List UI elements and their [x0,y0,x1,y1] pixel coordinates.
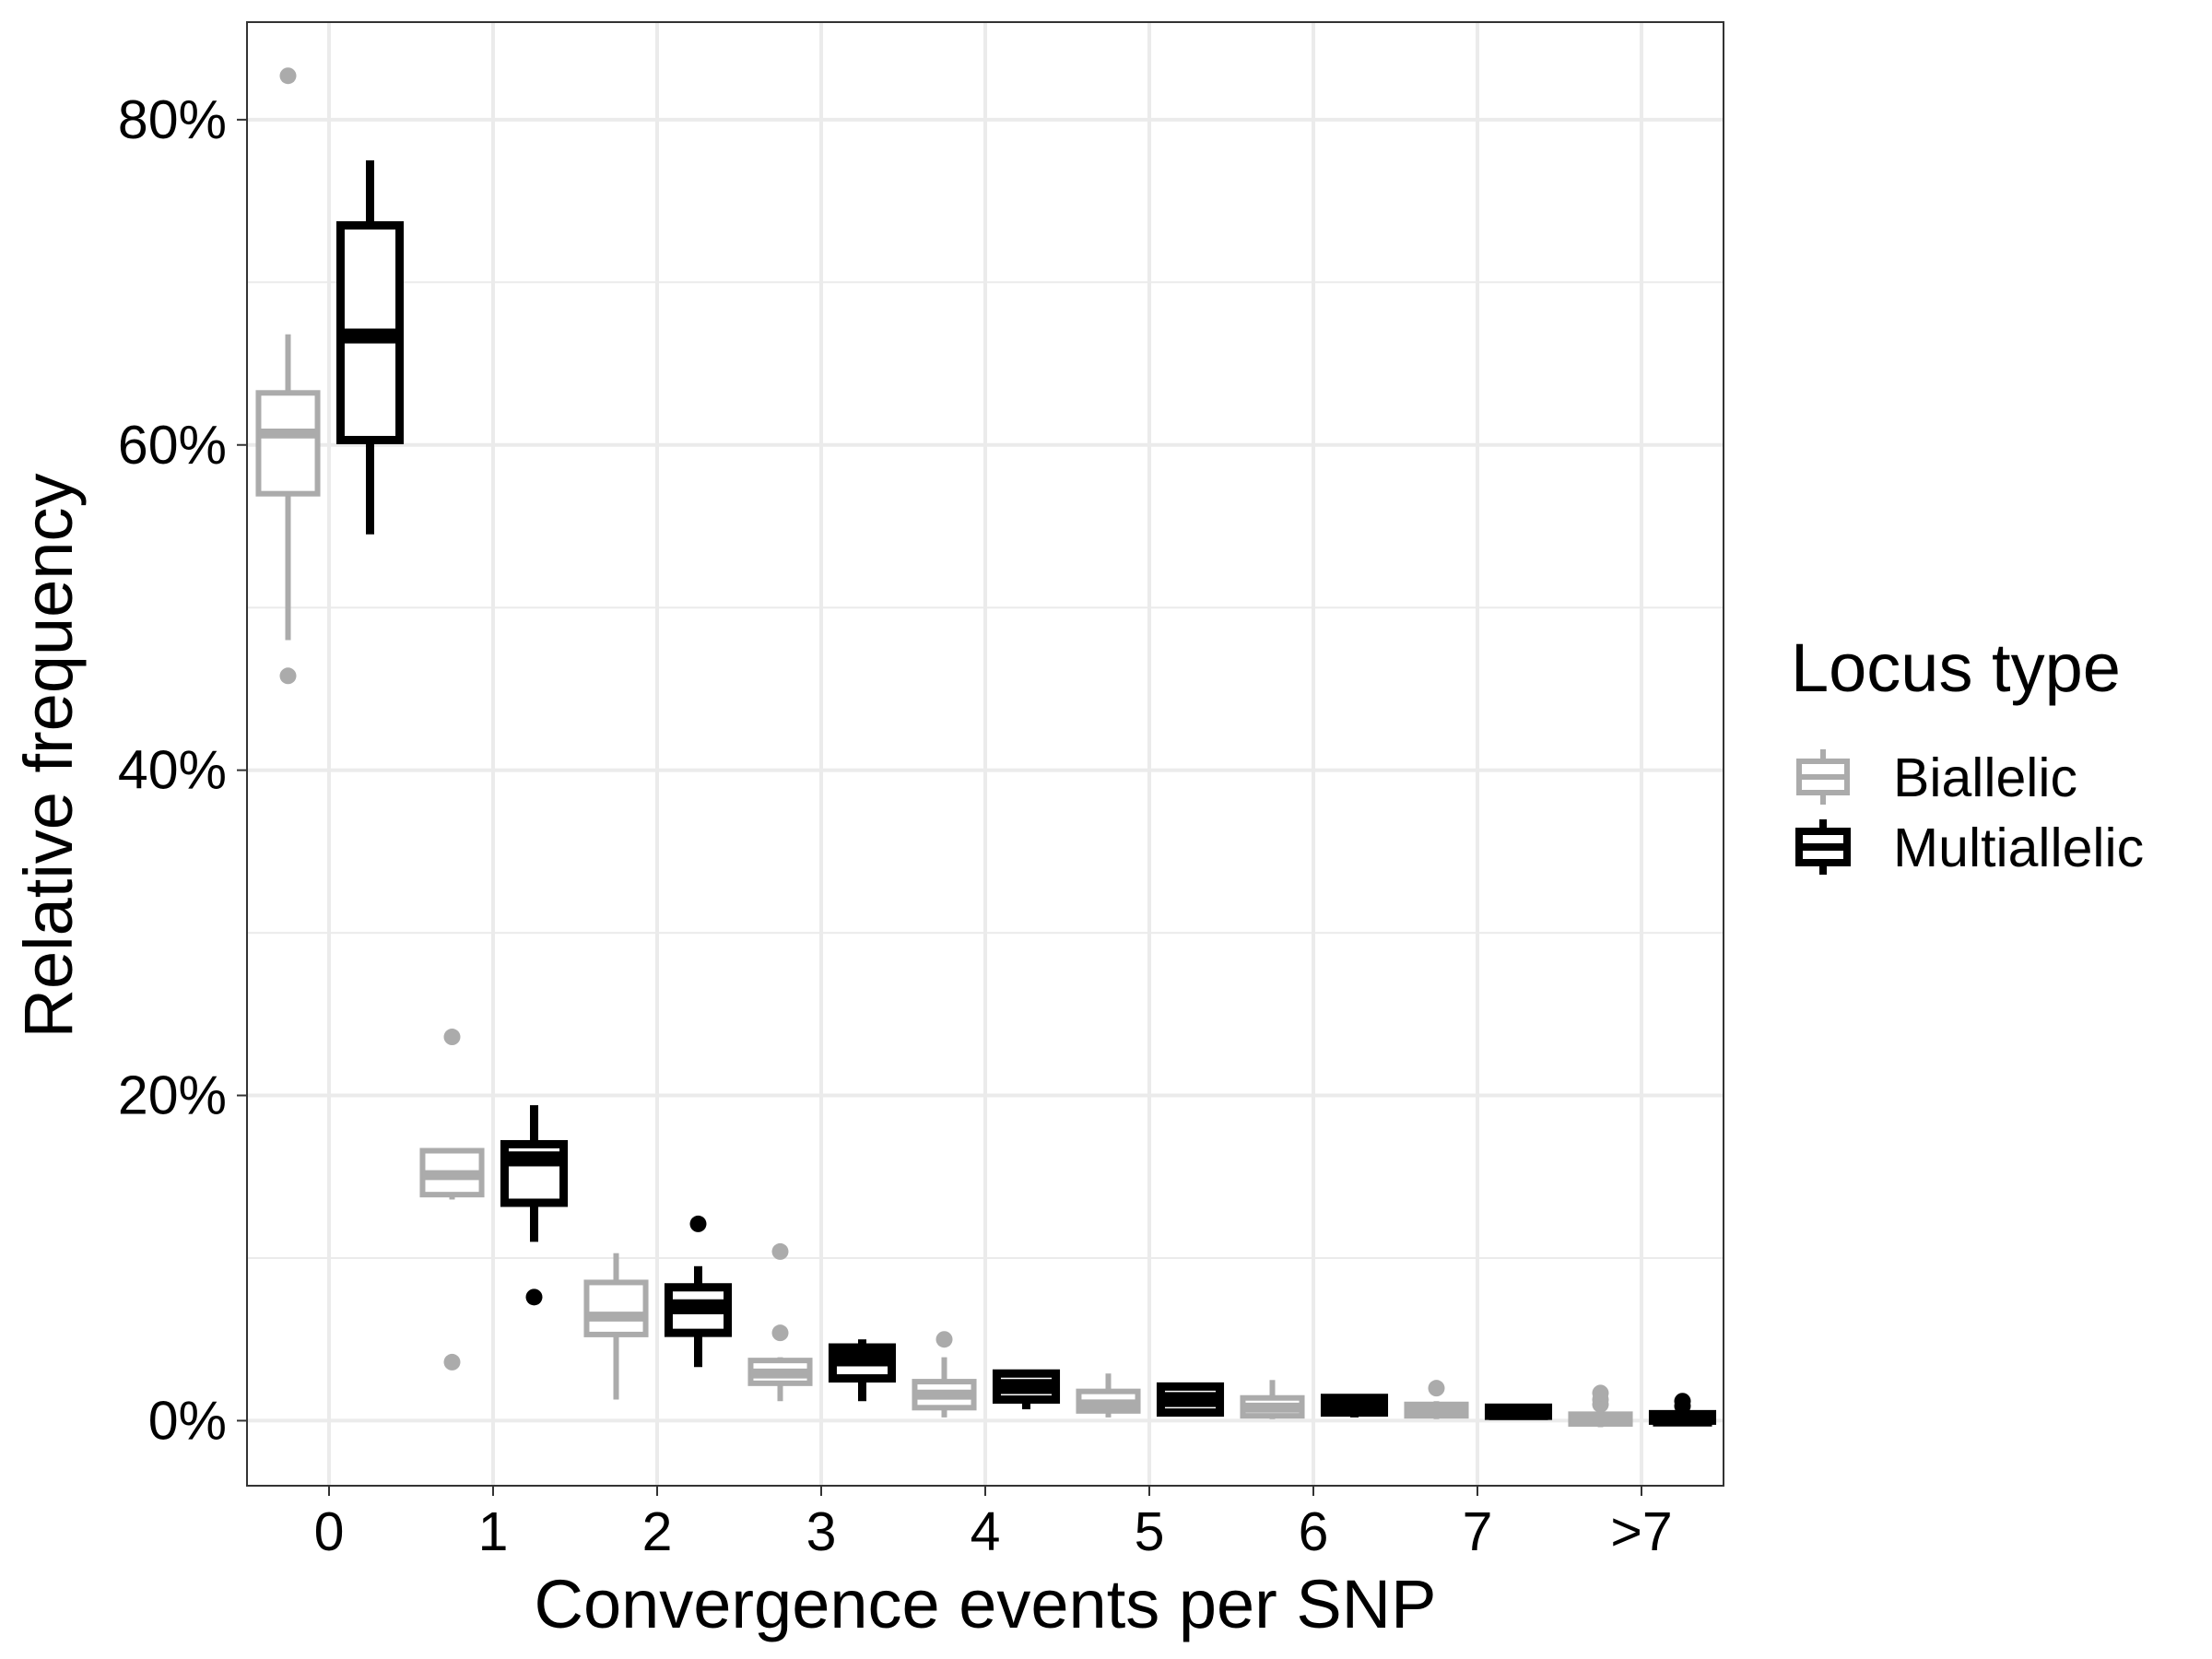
outlier-point [689,1215,707,1232]
box-multiallelic-3 [828,1339,897,1402]
x-tick-label: 7 [1463,1501,1493,1562]
box-biallelic-1 [419,1029,485,1371]
outlier-point [935,1331,953,1348]
box-body [255,390,321,497]
legend: Locus type Biallelic Multiallelic [1791,629,2144,878]
y-tick-label: 20% [118,1065,227,1126]
x-tick-label: 0 [314,1501,345,1562]
box-multiallelic-5 [1156,1382,1225,1418]
y-axis-title: Relative frequency [10,474,87,1039]
box-biallelic-2 [583,1253,649,1400]
outlier-point [1592,1384,1609,1402]
y-tick-label: 0% [148,1390,227,1451]
y-tick-label: 40% [118,740,227,801]
x-axis-title: Convergence events per SNP [535,1566,1437,1642]
box-multiallelic-4 [992,1369,1061,1410]
y-axis: 0% 20% 40% 60% 80% [118,89,247,1451]
legend-item-biallelic: Biallelic [1796,747,2077,808]
legend-item-multiallelic: Multiallelic [1795,818,2144,878]
legend-title: Locus type [1791,629,2121,706]
box-biallelic-3 [747,1242,813,1402]
grid-lines [247,22,1724,1486]
y-tick-label: 60% [118,415,227,476]
outlier-point [279,667,297,685]
outlier-point [771,1324,789,1342]
outlier-point [1674,1393,1691,1410]
box-multiallelic-2 [664,1215,733,1368]
legend-label: Multiallelic [1893,818,2144,878]
x-tick-label: 3 [806,1501,837,1562]
legend-label: Biallelic [1893,747,2077,808]
box-multiallelic->7 [1648,1393,1717,1427]
box-layer [255,67,1717,1428]
box-body [583,1279,649,1337]
x-tick-label: >7 [1610,1501,1672,1562]
box-biallelic-0 [255,67,321,685]
x-tick-label: 4 [971,1501,1001,1562]
legend-items: Biallelic Multiallelic [1795,747,2144,878]
x-tick-label: 2 [642,1501,673,1562]
x-tick-label: 6 [1299,1501,1329,1562]
y-tick-label: 80% [118,89,227,150]
box-biallelic-4 [912,1331,977,1418]
box-multiallelic-7 [1484,1403,1553,1420]
outlier-point [525,1288,543,1306]
box-biallelic-6 [1240,1380,1305,1419]
outlier-point [443,1029,461,1046]
outlier-point [771,1242,789,1260]
x-tick-label: 1 [478,1501,509,1562]
box-multiallelic-6 [1320,1394,1389,1418]
box-multiallelic-1 [500,1105,569,1306]
outlier-point [1428,1380,1445,1397]
box-biallelic-7 [1404,1380,1469,1419]
outlier-point [279,67,297,85]
x-axis: 0 1 2 3 4 5 6 7 >7 [314,1486,1673,1562]
outlier-point [443,1353,461,1371]
box-biallelic->7 [1568,1384,1633,1428]
box-biallelic-5 [1076,1373,1141,1418]
box-multiallelic-0 [335,159,405,535]
x-tick-label: 5 [1135,1501,1165,1562]
